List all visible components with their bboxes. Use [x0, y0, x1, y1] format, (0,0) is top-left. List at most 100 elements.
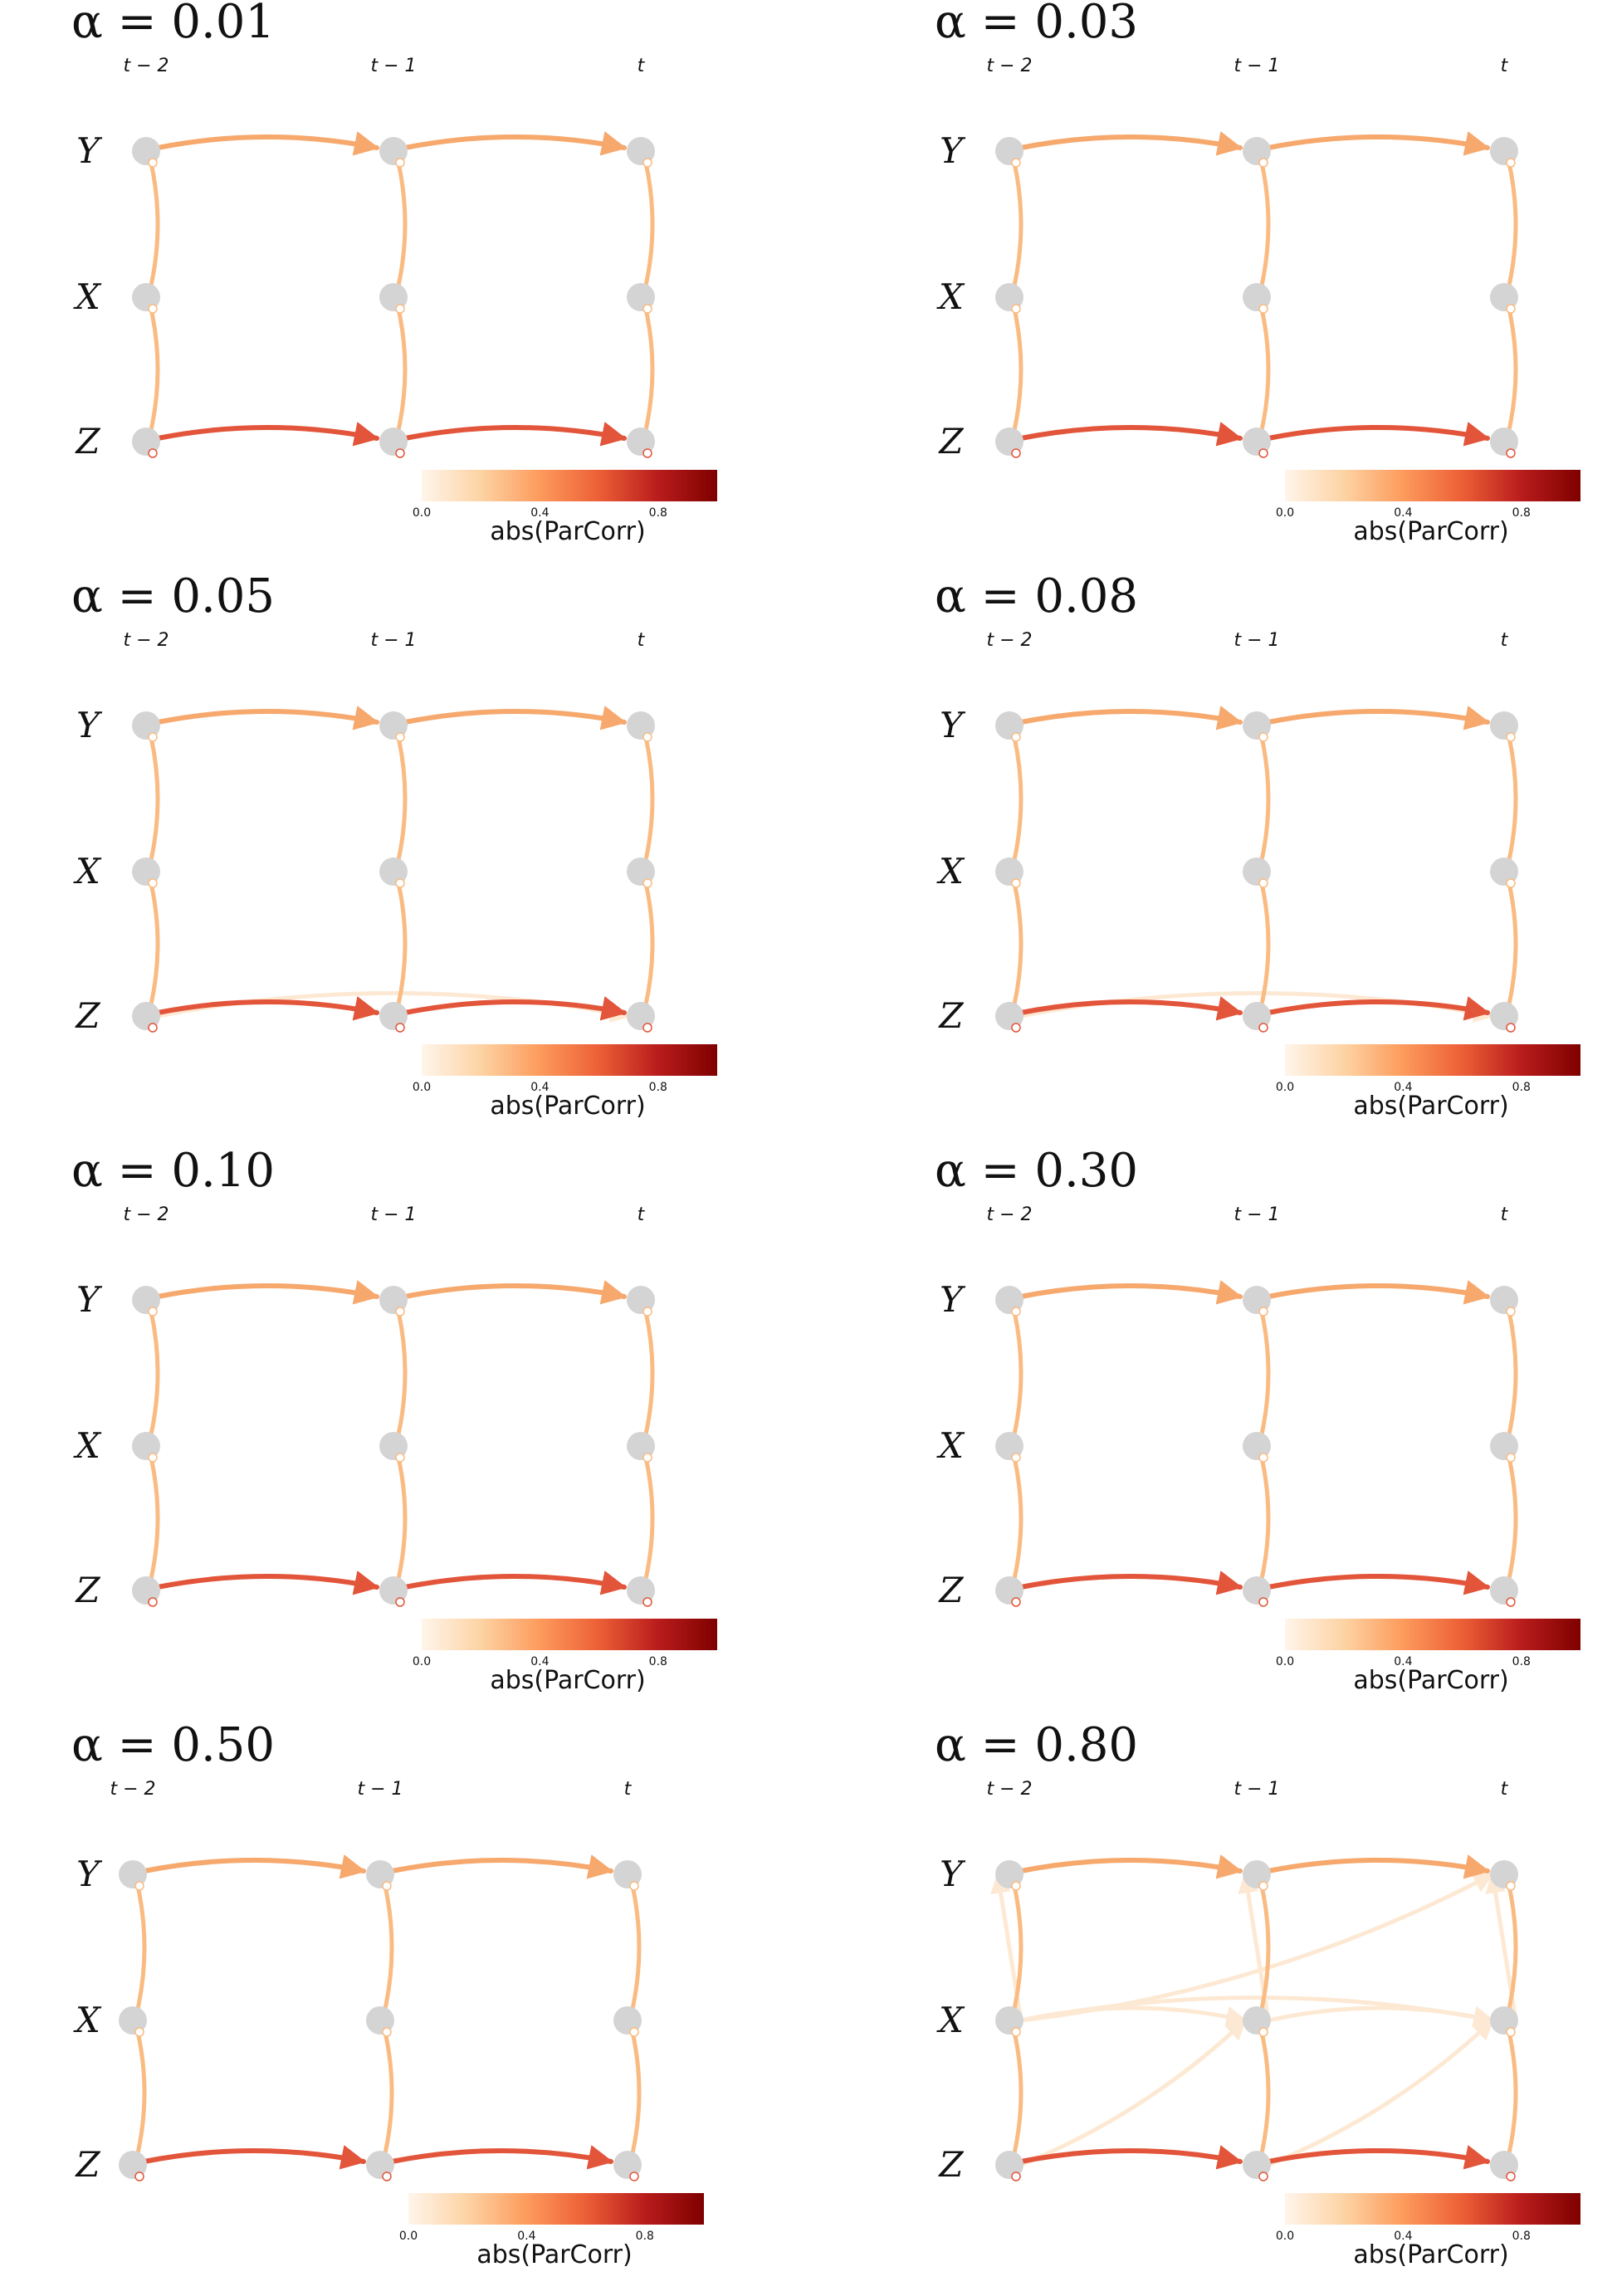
- contemporaneous-link: [1012, 1883, 1023, 2011]
- node-port: [642, 1597, 652, 1607]
- z-autolink: [403, 996, 627, 1021]
- variable-label: Z: [937, 995, 964, 1036]
- weak-link: [1485, 1872, 1518, 2023]
- node-port: [148, 1023, 158, 1033]
- variable-label: Y: [940, 1854, 966, 1894]
- colorbar-label: abs(ParCorr): [490, 1092, 645, 1121]
- colorbar: [1285, 2193, 1580, 2225]
- colorbar-label: abs(ParCorr): [1353, 1092, 1508, 1121]
- contemporaneous-link: [1259, 306, 1271, 432]
- time-series-graph: t − 2 t − 1 t Y X Z 0.0 0.4 0.8 abs(ParCorr): [936, 1779, 1580, 2269]
- z-autolink: [1019, 422, 1243, 447]
- contemporaneous-link: [149, 306, 160, 432]
- lag-label: t: [1501, 1204, 1509, 1225]
- variable-label: Y: [76, 705, 103, 745]
- contemporaneous-link: [396, 1309, 408, 1437]
- variable-label: X: [936, 1425, 965, 1466]
- contemporaneous-link: [1259, 735, 1271, 862]
- colorbar-label: abs(ParCorr): [476, 2240, 632, 2269]
- node-port: [1011, 732, 1021, 742]
- contemporaneous-link: [1012, 881, 1023, 1007]
- node-port: [629, 2171, 639, 2181]
- y-autolink: [1019, 1854, 1243, 1879]
- colorbar-label: abs(ParCorr): [490, 1666, 645, 1695]
- node-port: [1258, 158, 1268, 168]
- contemporaneous-link: [1259, 1309, 1271, 1437]
- node-port: [148, 304, 158, 314]
- contemporaneous-link: [1507, 1309, 1518, 1437]
- colorbar-tick: 0.0: [413, 1081, 431, 1094]
- z-autolink: [1266, 2145, 1490, 2170]
- node-port: [1258, 878, 1268, 888]
- contemporaneous-link: [1259, 1455, 1271, 1581]
- lag-label: t − 1: [1234, 56, 1279, 76]
- colorbar-label: abs(ParCorr): [1353, 1666, 1508, 1695]
- contemporaneous-link: [396, 306, 408, 432]
- variable-label: Y: [76, 1854, 103, 1894]
- y-autolink: [1019, 131, 1243, 156]
- node-port: [642, 1307, 652, 1317]
- node-port: [629, 2027, 639, 2037]
- node-port: [395, 878, 405, 888]
- node-port: [1258, 1597, 1268, 1607]
- contemporaneous-link: [1259, 1883, 1271, 2011]
- node-port: [1506, 1597, 1516, 1607]
- z-autolink: [389, 2145, 613, 2170]
- lag-label: t − 2: [110, 1779, 155, 1800]
- node-port: [148, 1453, 158, 1463]
- node-port: [382, 2027, 392, 2037]
- lag-label: t − 1: [1234, 1204, 1279, 1225]
- node-port: [1506, 158, 1516, 168]
- panel-title: α = 0.30: [935, 1144, 1139, 1198]
- node-port: [1506, 1453, 1516, 1463]
- variable-label: X: [936, 2000, 965, 2040]
- contemporaneous-link: [643, 1309, 655, 1437]
- colorbar: [422, 1044, 717, 1076]
- node-port: [1506, 304, 1516, 314]
- panel-title: α = 0.05: [71, 569, 276, 623]
- variable-label: Y: [76, 130, 103, 171]
- colorbar-tick: 0.4: [1394, 1655, 1412, 1668]
- node-port: [134, 2027, 144, 2037]
- colorbar-tick: 0.8: [649, 506, 667, 520]
- y-autolink: [142, 1854, 366, 1879]
- contemporaneous-link: [396, 1455, 408, 1581]
- contemporaneous-link: [1259, 2030, 1271, 2156]
- y-autolink: [1019, 706, 1243, 730]
- panel-alpha-0-05: α = 0.05 t − 2 t − 1 t Y X Z 0.0 0.4 0.8 abs(ParC…: [0, 569, 808, 1147]
- colorbar: [1285, 470, 1580, 501]
- variable-label: Z: [74, 1570, 100, 1610]
- contemporaneous-link: [643, 1455, 655, 1581]
- lag-label: t − 1: [370, 630, 416, 651]
- lag-label: t: [1501, 56, 1509, 76]
- contemporaneous-link: [396, 160, 408, 288]
- node-port: [1011, 158, 1021, 168]
- colorbar-tick: 0.4: [530, 506, 549, 520]
- variable-label: Y: [940, 1279, 966, 1320]
- variable-label: Y: [940, 130, 966, 171]
- y-autolink: [1266, 706, 1490, 730]
- contemporaneous-link: [630, 2030, 642, 2156]
- y-autolink: [1266, 1280, 1490, 1305]
- colorbar-label: abs(ParCorr): [490, 517, 645, 546]
- time-series-graph: t − 2 t − 1 t Y X Z 0.0 0.4 0.8 abs(ParCorr): [936, 630, 1580, 1121]
- z-autolink: [403, 1571, 627, 1595]
- node-port: [395, 448, 405, 458]
- lag-label: t − 2: [123, 1204, 169, 1225]
- y-autolink: [1266, 131, 1490, 156]
- node-port: [1506, 1881, 1516, 1891]
- lag-label: t − 2: [123, 56, 169, 76]
- time-series-graph: t − 2 t − 1 t Y X Z 0.0 0.4 0.8 abs(ParCorr): [73, 56, 717, 546]
- time-series-graph: t − 2 t − 1 t Y X Z 0.0 0.4 0.8 abs(ParCorr): [73, 1204, 717, 1695]
- node-port: [1011, 2171, 1021, 2181]
- node-port: [1258, 1023, 1268, 1033]
- colorbar-tick: 0.0: [1276, 506, 1294, 520]
- node-port: [1011, 1597, 1021, 1607]
- node-port: [148, 448, 158, 458]
- variable-label: Z: [937, 421, 964, 462]
- contemporaneous-link: [1012, 160, 1023, 288]
- node-port: [1258, 1881, 1268, 1891]
- colorbar-tick: 0.8: [1512, 2230, 1531, 2243]
- contemporaneous-link: [1012, 2030, 1023, 2156]
- y-autolink: [1019, 1280, 1243, 1305]
